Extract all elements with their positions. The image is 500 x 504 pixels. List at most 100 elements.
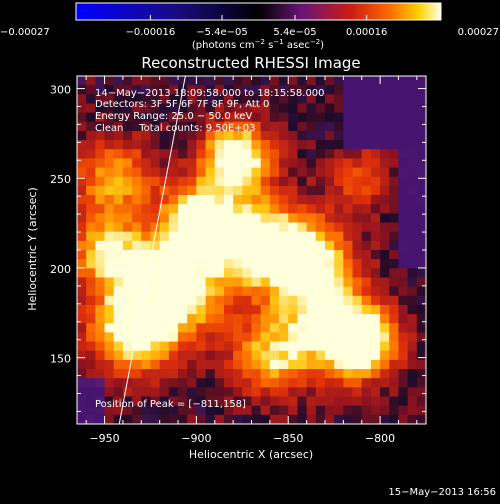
heatmap-cell bbox=[297, 287, 307, 297]
heatmap-cell bbox=[325, 168, 335, 178]
heatmap-cell bbox=[114, 232, 124, 242]
heatmap-cell bbox=[307, 342, 317, 352]
heatmap-cell bbox=[169, 287, 179, 297]
heatmap-cell bbox=[196, 223, 206, 233]
heatmap-cell bbox=[279, 314, 289, 324]
heatmap-cell bbox=[141, 158, 151, 168]
heatmap-cell bbox=[389, 103, 399, 113]
heatmap-cell bbox=[343, 406, 353, 416]
heatmap-cell bbox=[417, 186, 427, 196]
heatmap-cell bbox=[417, 415, 427, 425]
heatmap-cell bbox=[380, 378, 390, 388]
heatmap-cell bbox=[233, 314, 243, 324]
heatmap-cell bbox=[105, 223, 115, 233]
heatmap-cell bbox=[196, 76, 206, 86]
heatmap-cell bbox=[398, 314, 408, 324]
heatmap-cell bbox=[408, 168, 418, 178]
heatmap-cell bbox=[206, 149, 216, 159]
heatmap-cell bbox=[77, 406, 87, 416]
heatmap-cell bbox=[196, 268, 206, 278]
heatmap-cell bbox=[371, 351, 381, 361]
heatmap-cell bbox=[297, 241, 307, 251]
heatmap-cell bbox=[297, 103, 307, 113]
heatmap-cell bbox=[417, 406, 427, 416]
heatmap-cell bbox=[279, 213, 289, 223]
heatmap-cell bbox=[307, 268, 317, 278]
heatmap-cell bbox=[334, 259, 344, 269]
heatmap-cell bbox=[307, 168, 317, 178]
heatmap-cell bbox=[261, 415, 271, 425]
heatmap-cell bbox=[398, 168, 408, 178]
heatmap-cell bbox=[353, 213, 363, 223]
heatmap-cell bbox=[224, 415, 234, 425]
heatmap-cell bbox=[114, 177, 124, 187]
peak-position-label: Position of Peak = [−811,158] bbox=[95, 399, 246, 410]
heatmap-cell bbox=[114, 287, 124, 297]
heatmap-cell bbox=[187, 195, 197, 205]
heatmap-cell bbox=[224, 140, 234, 150]
heatmap-cell bbox=[343, 140, 353, 150]
heatmap-cell bbox=[160, 415, 170, 425]
heatmap-cell bbox=[252, 351, 262, 361]
heatmap-cell bbox=[77, 287, 87, 297]
heatmap-cell bbox=[279, 351, 289, 361]
heatmap-cell bbox=[371, 259, 381, 269]
heatmap-cell bbox=[123, 250, 133, 260]
heatmap-cell bbox=[380, 406, 390, 416]
heatmap-cell bbox=[132, 186, 142, 196]
heatmap-cell bbox=[178, 277, 188, 287]
heatmap-cell bbox=[307, 113, 317, 123]
x-tick-label: −850 bbox=[273, 432, 303, 445]
heatmap-cell bbox=[334, 332, 344, 342]
heatmap-cell bbox=[169, 305, 179, 315]
heatmap-cell bbox=[408, 241, 418, 251]
heatmap-cell bbox=[178, 177, 188, 187]
heatmap-cell bbox=[408, 296, 418, 306]
heatmap-cell bbox=[123, 296, 133, 306]
heatmap-cell bbox=[132, 387, 142, 397]
heatmap-cell bbox=[206, 360, 216, 370]
heatmap-cell bbox=[187, 140, 197, 150]
heatmap-cell bbox=[196, 149, 206, 159]
heatmap-cell bbox=[206, 277, 216, 287]
heatmap-cell bbox=[371, 369, 381, 379]
heatmap-cell bbox=[187, 369, 197, 379]
heatmap-cell bbox=[95, 168, 105, 178]
heatmap-cell bbox=[242, 314, 252, 324]
heatmap-cell bbox=[252, 149, 262, 159]
heatmap-cell bbox=[279, 204, 289, 214]
heatmap-cell bbox=[288, 397, 298, 407]
heatmap-cell bbox=[261, 259, 271, 269]
heatmap-cell bbox=[279, 232, 289, 242]
heatmap-cell bbox=[114, 314, 124, 324]
heatmap-cell bbox=[334, 296, 344, 306]
heatmap-cell bbox=[215, 296, 225, 306]
heatmap-cell bbox=[215, 287, 225, 297]
heatmap-cell bbox=[86, 323, 96, 333]
heatmap-cell bbox=[187, 342, 197, 352]
heatmap-cell bbox=[187, 204, 197, 214]
heatmap-cell bbox=[380, 241, 390, 251]
heatmap-cell bbox=[408, 122, 418, 132]
heatmap-cell bbox=[187, 305, 197, 315]
heatmap-cell bbox=[297, 177, 307, 187]
heatmap-cell bbox=[105, 259, 115, 269]
heatmap-cell bbox=[362, 287, 372, 297]
heatmap-cell bbox=[334, 204, 344, 214]
heatmap-cell bbox=[252, 186, 262, 196]
annotation-time: 14−May−2013 18:09:58.000 to 18:15:58.000 bbox=[95, 88, 325, 99]
heatmap-cell bbox=[196, 277, 206, 287]
heatmap-cell bbox=[114, 332, 124, 342]
heatmap-cell bbox=[169, 232, 179, 242]
heatmap-cell bbox=[398, 360, 408, 370]
heatmap-cell bbox=[132, 378, 142, 388]
heatmap-cell bbox=[389, 241, 399, 251]
heatmap-cell bbox=[206, 204, 216, 214]
heatmap-cell bbox=[371, 323, 381, 333]
heatmap-cell bbox=[196, 140, 206, 150]
heatmap-cell bbox=[150, 195, 160, 205]
heatmap-cell bbox=[261, 204, 271, 214]
heatmap-cell bbox=[141, 378, 151, 388]
heatmap-cell bbox=[389, 158, 399, 168]
